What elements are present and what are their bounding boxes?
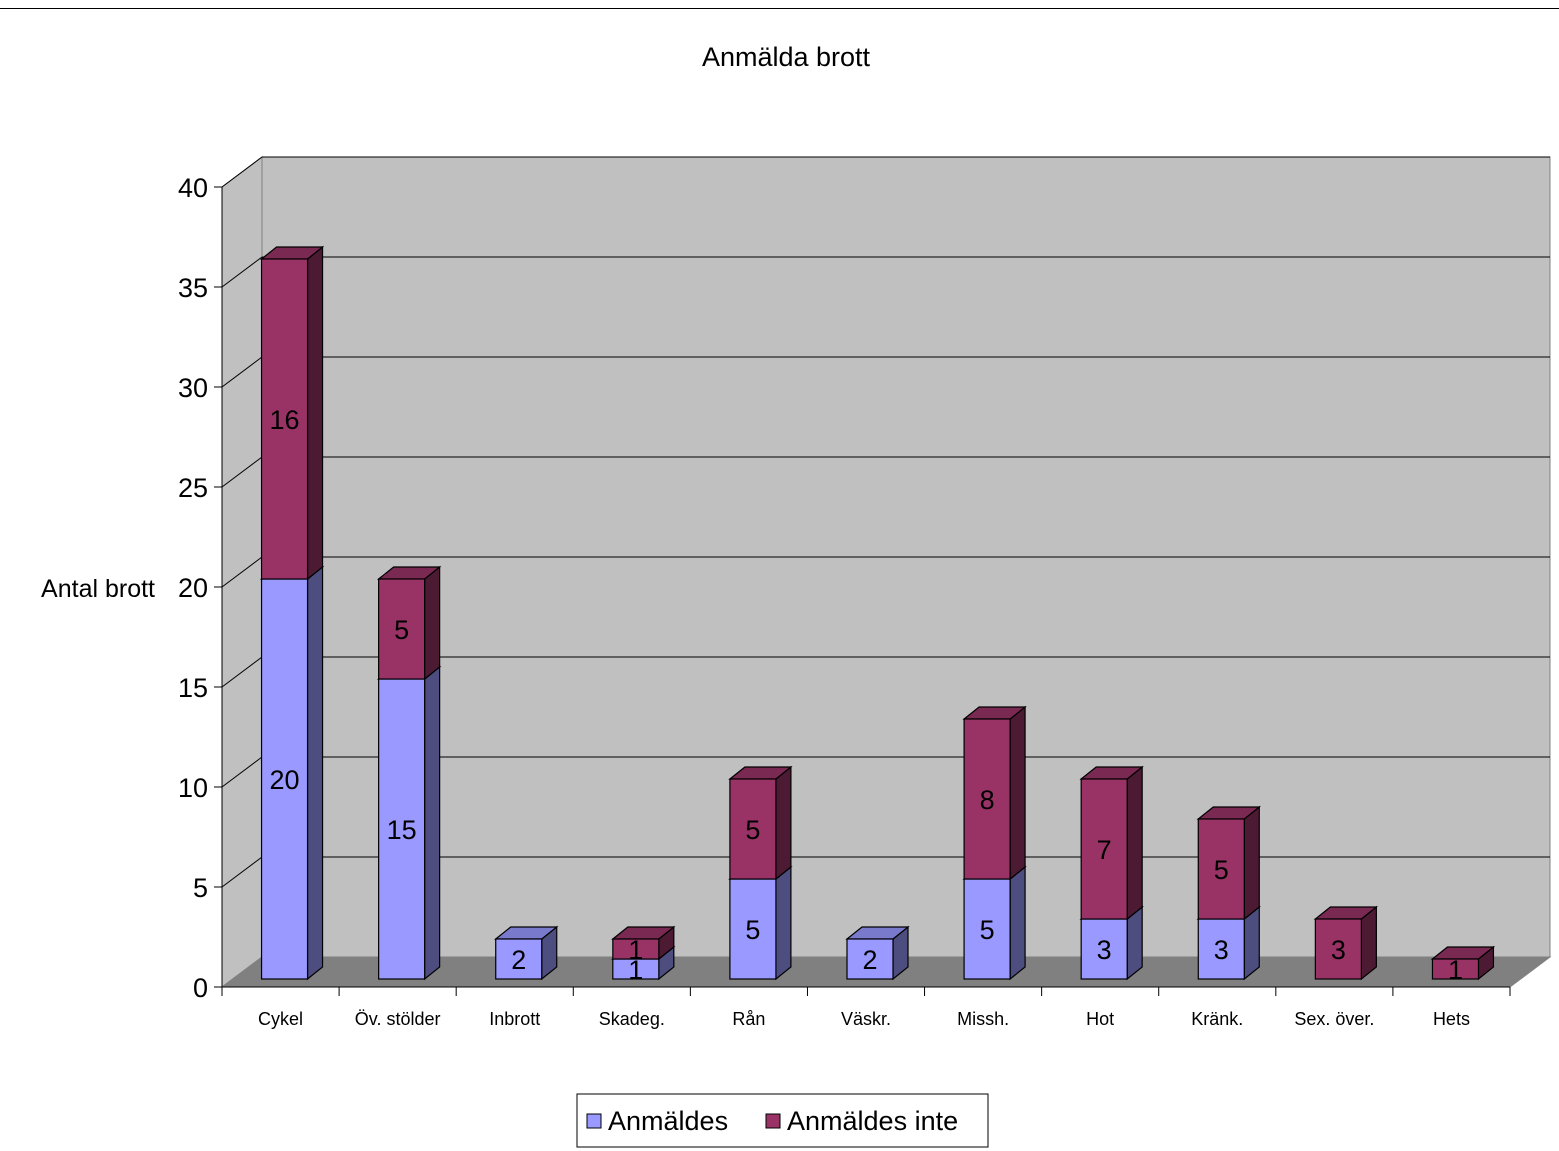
gridline-side <box>221 656 263 688</box>
bar-front <box>963 718 1011 880</box>
data-label: 8 <box>980 785 995 815</box>
bar-front <box>378 678 426 980</box>
bar-side <box>1009 705 1026 881</box>
gridline-side <box>221 856 263 888</box>
bar-segment <box>1313 905 1379 981</box>
x-tick-label: Kränk. <box>1191 1009 1243 1029</box>
legend-swatch <box>586 1113 602 1129</box>
data-label: 3 <box>1097 935 1112 965</box>
bar-front <box>1314 918 1362 980</box>
bar-segment <box>962 705 1027 881</box>
x-tick-label: Sex. över. <box>1294 1009 1374 1029</box>
bar-front <box>1080 918 1128 980</box>
data-label: 16 <box>270 405 300 435</box>
bar-segment <box>1430 945 1496 981</box>
bar-front <box>612 938 660 960</box>
data-label: 1 <box>628 935 643 965</box>
bar-segment <box>611 925 676 961</box>
bar-side <box>1126 765 1143 921</box>
bar-front <box>1080 778 1128 920</box>
bar-segment <box>728 765 793 881</box>
y-axis-label: Antal brott <box>41 575 155 603</box>
x-tick-label: Öv. stölder <box>355 1009 441 1029</box>
data-label: 3 <box>1214 935 1229 965</box>
data-label: 2 <box>862 945 877 975</box>
bar-front <box>1431 958 1480 980</box>
x-tick-label: Hets <box>1433 1009 1470 1029</box>
bar-front <box>260 578 309 980</box>
data-label: 5 <box>980 915 995 945</box>
x-tick-label: Hot <box>1086 1009 1114 1029</box>
bar-segment <box>376 665 442 981</box>
bar-front <box>1197 818 1245 920</box>
legend-swatch <box>765 1113 781 1129</box>
bar-front <box>495 938 543 980</box>
data-label: 15 <box>387 815 417 845</box>
gridline-side <box>221 456 263 488</box>
gridlines <box>221 156 1550 888</box>
data-label: 2 <box>511 945 526 975</box>
bar-front <box>846 938 894 980</box>
legend-box <box>576 1093 989 1148</box>
bar-side <box>1009 865 1026 981</box>
bar-segment <box>376 565 442 681</box>
data-label: 3 <box>1331 935 1346 965</box>
legend-label: Anmäldes inte <box>787 1106 958 1136</box>
y-tick-label: 20 <box>178 573 208 603</box>
legend-label: Anmäldes <box>608 1106 728 1136</box>
gridline-side <box>221 756 263 788</box>
y-tick-label: 10 <box>178 773 208 803</box>
bar-segment <box>1079 765 1144 921</box>
y-tick-label: 25 <box>178 473 208 503</box>
y-tick-label: 0 <box>193 973 208 1003</box>
data-label: 5 <box>745 915 760 945</box>
gridline-side <box>221 256 263 288</box>
data-label: 1 <box>628 955 643 985</box>
x-tick-label: Missh. <box>957 1009 1009 1029</box>
x-tick-label: Skadeg. <box>599 1009 665 1029</box>
data-label: 1 <box>1448 955 1463 985</box>
gridline-side <box>221 356 263 388</box>
bar-segment <box>845 925 910 981</box>
top-rule <box>0 8 1559 9</box>
data-label: 5 <box>1214 855 1229 885</box>
gridline-side <box>221 556 263 588</box>
data-label: 5 <box>394 615 409 645</box>
data-label: 20 <box>270 765 300 795</box>
x-tick-label: Cykel <box>258 1009 303 1029</box>
y-tick-label: 30 <box>178 373 208 403</box>
y-tick-label: 5 <box>193 873 208 903</box>
bar-segment <box>1196 805 1261 921</box>
bar-side <box>775 765 792 881</box>
data-label: 5 <box>745 815 760 845</box>
bar-side <box>775 865 792 981</box>
bar-side <box>424 565 441 681</box>
legend: Anmäldes Anmäldes inte <box>576 1093 989 1148</box>
bar-side <box>1243 805 1260 921</box>
chart-title: Anmälda brott <box>702 42 871 72</box>
y-tick-label: 40 <box>178 173 208 203</box>
y-tick-label: 35 <box>178 273 208 303</box>
bar-side <box>306 245 324 581</box>
x-tick-label: Väskr. <box>841 1009 891 1029</box>
x-tick-label: Inbrott <box>489 1009 540 1029</box>
bar-side <box>424 665 441 981</box>
bar-front <box>963 878 1011 980</box>
bar-segment <box>494 925 559 981</box>
bar-segment <box>259 245 325 581</box>
gridline-side <box>221 156 263 188</box>
bar-side <box>306 565 324 981</box>
data-label: 7 <box>1097 835 1112 865</box>
x-tick-label: Rån <box>732 1009 765 1029</box>
y-tick-label: 15 <box>178 673 208 703</box>
bar-front <box>378 578 426 680</box>
bar-front <box>729 778 777 880</box>
bars <box>259 245 1496 981</box>
bar-front <box>260 258 309 580</box>
bar-front <box>1197 918 1245 980</box>
